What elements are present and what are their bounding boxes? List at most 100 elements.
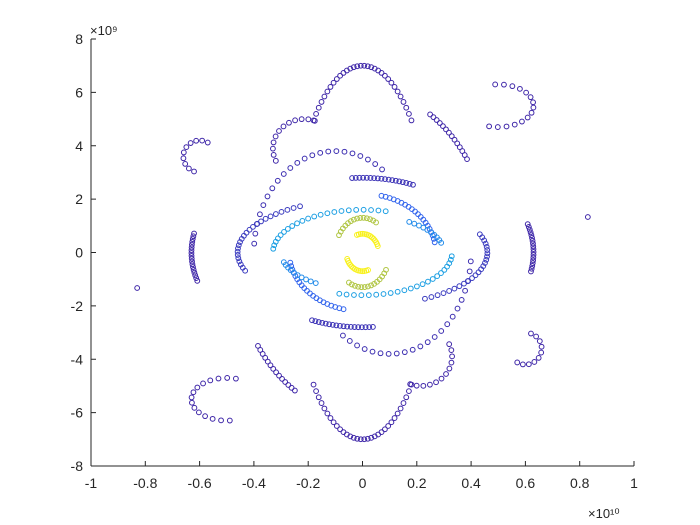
data-point	[447, 256, 454, 263]
data-point	[419, 281, 426, 288]
data-point	[416, 222, 422, 229]
data-point	[200, 380, 206, 387]
data-point	[253, 221, 260, 227]
y-tick-label: -4	[71, 351, 84, 367]
data-point	[279, 375, 285, 382]
data-point	[333, 76, 340, 82]
data-point	[260, 202, 267, 209]
data-point	[430, 235, 437, 242]
data-point	[309, 317, 315, 324]
data-point	[281, 229, 287, 235]
data-point	[237, 239, 243, 245]
data-point	[270, 151, 277, 158]
data-point	[354, 232, 360, 238]
data-point	[340, 332, 346, 339]
data-point	[234, 252, 241, 258]
data-point	[467, 258, 474, 265]
data-point	[309, 152, 316, 159]
data-point	[365, 156, 371, 163]
data-point	[371, 175, 378, 182]
data-point	[333, 423, 340, 429]
data-point	[189, 258, 195, 265]
x-tick-label: 0	[359, 475, 367, 491]
x-tick-label: 0.2	[407, 475, 427, 491]
data-point	[340, 306, 347, 313]
data-point	[530, 104, 537, 111]
data-point	[287, 165, 294, 171]
data-point	[318, 99, 325, 105]
data-point	[361, 62, 368, 69]
x-tick-label: 0.8	[570, 475, 590, 491]
data-point	[451, 285, 458, 292]
data-point	[400, 99, 407, 105]
data-point	[359, 268, 366, 275]
data-point	[538, 343, 545, 350]
data-point	[406, 218, 413, 225]
data-point	[188, 244, 195, 251]
data-point	[191, 230, 197, 237]
data-point	[280, 123, 287, 130]
data-point	[367, 175, 374, 181]
x-tick-label: -1	[85, 475, 98, 491]
data-point	[363, 215, 370, 222]
y-tick-label: -6	[71, 405, 84, 421]
data-point	[382, 208, 389, 215]
data-point	[349, 175, 355, 181]
data-point	[276, 128, 282, 134]
data-point	[446, 365, 453, 372]
data-point	[528, 232, 535, 239]
data-point	[422, 295, 428, 302]
data-point	[494, 124, 501, 130]
data-point	[531, 359, 538, 365]
y-tick-label: -2	[71, 298, 84, 314]
data-point	[353, 207, 360, 213]
data-markers	[134, 62, 591, 443]
data-point	[403, 180, 410, 186]
data-point	[347, 433, 354, 440]
data-point	[294, 220, 300, 227]
data-point	[406, 388, 412, 395]
data-point	[456, 283, 463, 290]
data-point	[461, 280, 467, 287]
data-point	[272, 157, 279, 164]
data-point	[262, 354, 269, 361]
data-point	[525, 361, 532, 368]
data-point	[370, 324, 376, 330]
data-point	[379, 166, 385, 173]
y-tick-label: -8	[71, 458, 84, 474]
data-point	[388, 419, 395, 426]
data-point	[325, 148, 332, 155]
data-point	[345, 207, 352, 214]
data-point	[509, 83, 516, 90]
data-point	[385, 176, 392, 183]
data-point	[359, 230, 366, 237]
data-point	[446, 341, 453, 348]
data-point	[235, 242, 242, 249]
data-point	[191, 404, 198, 411]
data-point	[397, 93, 404, 100]
data-point	[310, 381, 317, 388]
data-point	[433, 117, 440, 123]
data-point	[298, 116, 305, 123]
data-point	[358, 284, 365, 291]
data-point	[472, 272, 479, 279]
data-point	[278, 208, 285, 215]
data-point	[403, 104, 410, 111]
data-point	[232, 375, 239, 382]
x-tick-label: -0.8	[133, 475, 157, 491]
data-point	[420, 382, 427, 389]
data-point	[366, 324, 373, 331]
data-point	[236, 258, 243, 265]
data-point	[378, 429, 385, 436]
data-point	[327, 84, 334, 90]
data-point	[530, 243, 537, 250]
data-point	[267, 362, 274, 369]
data-point	[290, 205, 297, 211]
data-point	[351, 216, 357, 223]
data-point	[367, 216, 373, 223]
data-point	[322, 320, 329, 327]
data-point	[530, 249, 537, 255]
data-point	[224, 375, 231, 381]
data-point	[535, 354, 542, 361]
